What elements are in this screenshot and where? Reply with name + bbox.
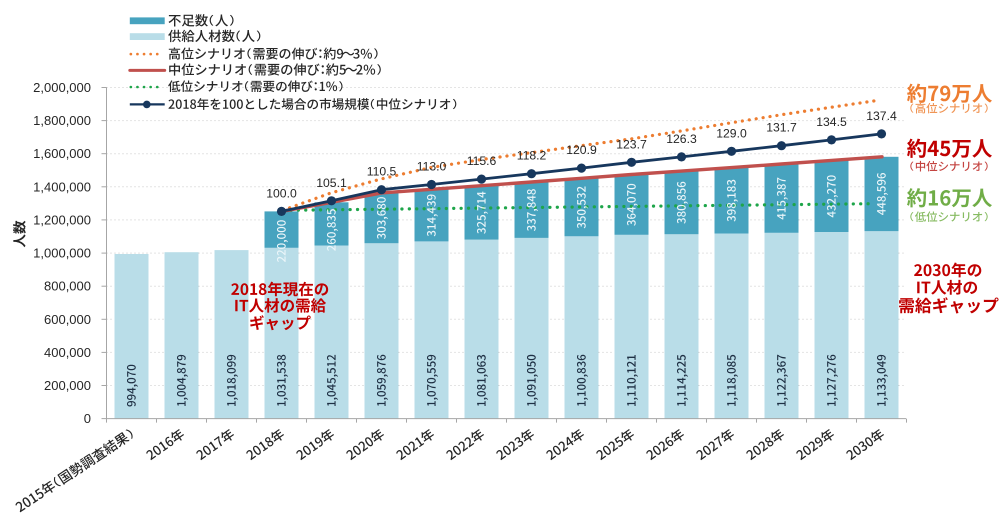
svg-text:1,400,000: 1,400,000 <box>33 179 91 194</box>
svg-text:129.0: 129.0 <box>716 126 747 140</box>
svg-text:1,600,000: 1,600,000 <box>33 146 91 161</box>
svg-text:123.7: 123.7 <box>616 137 647 151</box>
svg-text:134.5: 134.5 <box>816 115 847 129</box>
svg-text:600,000: 600,000 <box>44 312 91 327</box>
svg-text:1,000,000: 1,000,000 <box>33 246 91 261</box>
svg-text:100.0: 100.0 <box>266 186 297 200</box>
svg-text:137.4: 137.4 <box>866 109 897 123</box>
svg-text:115.6: 115.6 <box>467 154 497 168</box>
svg-text:105.1: 105.1 <box>316 176 347 190</box>
svg-text:200,000: 200,000 <box>44 378 91 393</box>
svg-text:113.0: 113.0 <box>417 160 447 174</box>
svg-text:126.3: 126.3 <box>666 132 697 146</box>
svg-text:1,200,000: 1,200,000 <box>33 212 91 227</box>
svg-text:118.2: 118.2 <box>517 149 547 163</box>
svg-text:110.5: 110.5 <box>367 165 397 179</box>
svg-text:800,000: 800,000 <box>44 279 91 294</box>
svg-text:2,000,000: 2,000,000 <box>33 80 91 95</box>
svg-text:1,800,000: 1,800,000 <box>33 113 91 128</box>
svg-text:400,000: 400,000 <box>44 345 91 360</box>
svg-text:131.7: 131.7 <box>766 121 797 135</box>
svg-text:120.9: 120.9 <box>566 143 597 157</box>
svg-text:0: 0 <box>84 411 91 426</box>
